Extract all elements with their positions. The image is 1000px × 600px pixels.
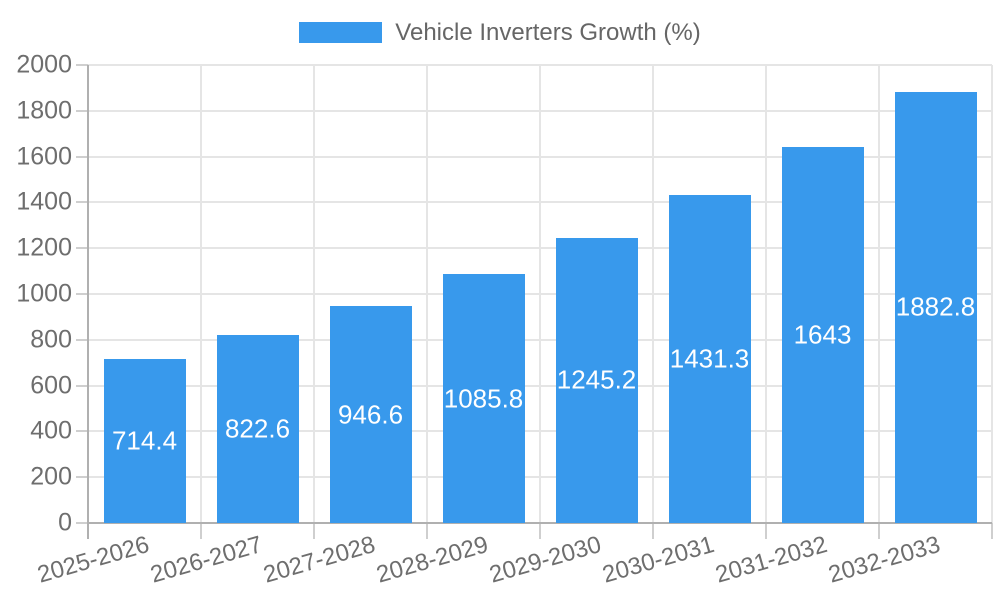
x-axis-tick — [991, 523, 993, 539]
bar[interactable] — [329, 306, 412, 523]
v-gridline — [539, 65, 541, 523]
x-axis-tick — [200, 523, 202, 539]
y-axis-tick — [76, 338, 88, 341]
x-tick-label: 2025-2026 — [34, 531, 152, 589]
x-tick-label: 2028-2029 — [373, 531, 491, 589]
legend-item[interactable]: Vehicle Inverters Growth (%) — [0, 10, 1000, 55]
y-tick-label: 1800 — [16, 96, 72, 125]
bar[interactable] — [103, 359, 186, 523]
v-gridline — [200, 65, 202, 523]
x-tick-label: 2027-2028 — [260, 531, 378, 589]
legend-color-swatch — [299, 22, 383, 43]
y-axis-line — [87, 65, 89, 539]
v-gridline — [426, 65, 428, 523]
x-axis-tick — [652, 523, 654, 539]
y-tick-label: 1600 — [16, 142, 72, 171]
v-gridline — [765, 65, 767, 523]
y-axis-tick — [76, 201, 88, 204]
bar-value-label: 1245.2 — [556, 364, 637, 395]
y-tick-label: 600 — [30, 371, 72, 400]
x-tick-label: 2030-2031 — [599, 531, 717, 589]
y-axis-tick — [76, 247, 88, 250]
bar-value-label: 1085.8 — [443, 383, 524, 414]
bar[interactable] — [668, 195, 751, 523]
x-axis-tick — [539, 523, 541, 539]
bar[interactable] — [555, 237, 638, 523]
bar-value-label: 822.6 — [224, 413, 291, 444]
x-axis-tick — [313, 523, 315, 539]
v-gridline — [652, 65, 654, 523]
y-axis-tick — [76, 64, 88, 66]
x-axis-tick — [765, 523, 767, 539]
y-axis-tick — [76, 476, 88, 479]
x-tick-label: 2029-2030 — [486, 531, 604, 589]
y-tick-label: 0 — [58, 508, 72, 537]
bar-value-label: 714.4 — [111, 425, 178, 456]
x-tick-label: 2031-2032 — [712, 531, 830, 589]
v-gridline — [878, 65, 880, 523]
bar-value-label: 946.6 — [337, 399, 404, 430]
bar[interactable] — [894, 91, 977, 523]
y-tick-label: 1000 — [16, 279, 72, 308]
bar[interactable] — [781, 146, 864, 523]
x-axis-tick — [878, 523, 880, 539]
y-axis-tick — [76, 384, 88, 387]
v-gridline — [313, 65, 315, 523]
bar-value-label: 1431.3 — [669, 343, 750, 374]
bar-value-label: 1882.8 — [895, 291, 976, 322]
y-tick-label: 800 — [30, 325, 72, 354]
y-axis-tick — [76, 293, 88, 295]
y-axis-tick — [76, 430, 88, 433]
y-axis-tick — [76, 522, 88, 524]
x-axis-line — [88, 522, 992, 524]
y-tick-label: 1200 — [16, 233, 72, 262]
y-tick-label: 1400 — [16, 187, 72, 216]
x-tick-label: 2026-2027 — [147, 531, 265, 589]
bar-value-label: 1643 — [793, 319, 852, 350]
x-axis-tick — [426, 523, 428, 539]
y-tick-label: 2000 — [16, 50, 72, 79]
y-axis-tick — [76, 155, 88, 158]
bar[interactable] — [216, 334, 299, 523]
v-gridline — [991, 65, 993, 523]
y-axis-tick — [76, 109, 88, 112]
x-tick-label: 2032-2033 — [825, 531, 943, 589]
legend-label: Vehicle Inverters Growth (%) — [395, 18, 701, 46]
y-tick-label: 400 — [30, 416, 72, 445]
y-tick-label: 200 — [30, 462, 72, 491]
bar[interactable] — [442, 274, 525, 523]
